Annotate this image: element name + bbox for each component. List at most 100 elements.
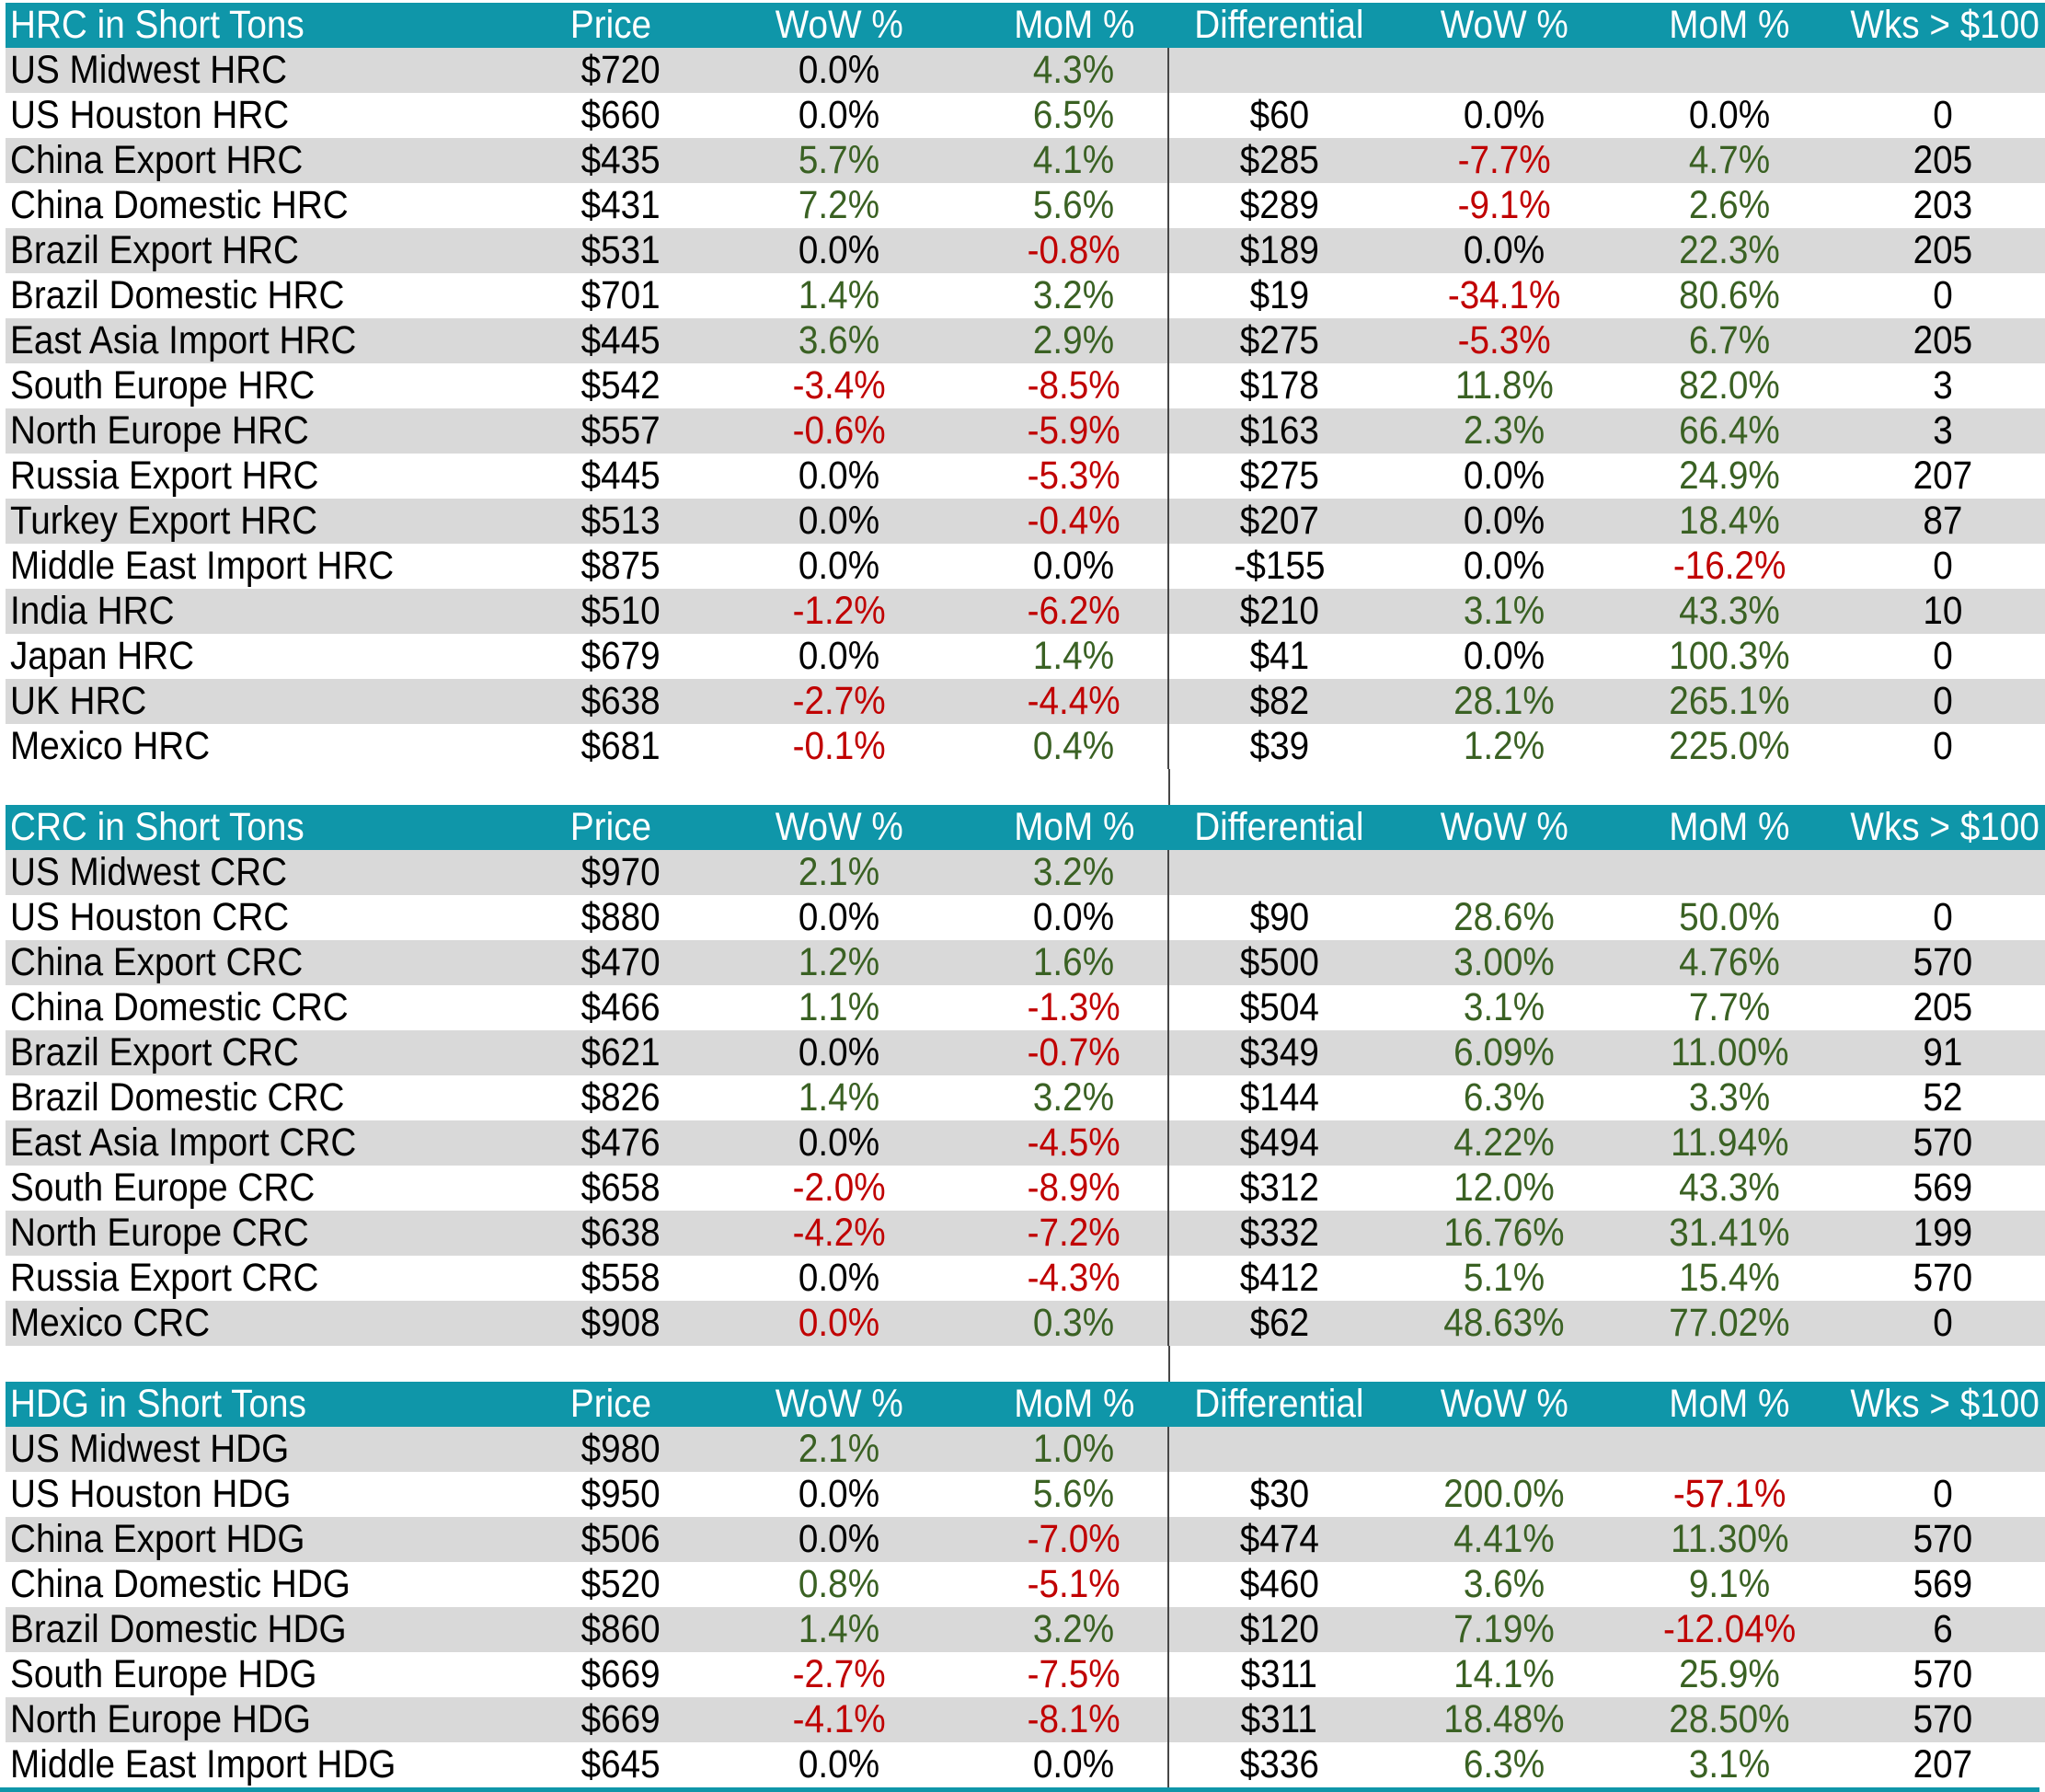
price-cell: $542 bbox=[580, 363, 661, 408]
col-header-price: Price bbox=[522, 3, 699, 48]
mom-cell: 3.2% bbox=[1032, 273, 1115, 317]
diff-mom-cell: 225.0% bbox=[1669, 724, 1790, 768]
wow-cell: 0.0% bbox=[798, 454, 880, 498]
table-row: UK HRC $638 -2.7% -4.4% $82 28.1% 265.1% 0 bbox=[6, 679, 2045, 724]
price-cell: $645 bbox=[580, 1742, 661, 1786]
price-cell: $557 bbox=[522, 408, 699, 454]
diff-wow-cell bbox=[1389, 48, 1619, 93]
diff-wow-cell: 6.3% bbox=[1463, 1742, 1545, 1786]
diff-mom-cell: -16.2% bbox=[1672, 544, 1787, 588]
row-label: China Domestic HRC bbox=[10, 183, 349, 227]
row-label: North Europe HDG bbox=[6, 1697, 522, 1742]
row-label: South Europe HDG bbox=[10, 1652, 317, 1696]
wow-cell: 1.4% bbox=[798, 273, 880, 317]
diff-mom-cell: 3.1% bbox=[1688, 1742, 1771, 1786]
col-header-diff-mom: MoM % bbox=[1619, 1382, 1840, 1427]
diff-mom-cell: 6.7% bbox=[1619, 318, 1840, 363]
differential-cell: $178 bbox=[1167, 363, 1389, 408]
col-header-price: Price bbox=[522, 805, 699, 850]
mom-cell: 0.3% bbox=[980, 1301, 1168, 1346]
table-row: Brazil Domestic HDG $860 1.4% 3.2% $120 7.19%… bbox=[6, 1607, 2045, 1652]
diff-wow-cell: 0.0% bbox=[1463, 544, 1545, 588]
mom-cell: -6.2% bbox=[980, 589, 1168, 634]
table-row: China Export CRC $470 1.2% 1.6% $500 3.00% 4.7… bbox=[6, 940, 2045, 985]
price-cell: $445 bbox=[580, 454, 661, 498]
hrc-header-row: HRC in Short Tons Price WoW % MoM % Diff… bbox=[6, 3, 2045, 48]
diff-mom-cell: 9.1% bbox=[1688, 1562, 1771, 1606]
table-row: South Europe HDG $669 -2.7% -7.5% $311 14.1% 2… bbox=[6, 1652, 2045, 1697]
row-label: North Europe CRC bbox=[6, 1211, 522, 1256]
wks-over-100-cell: 0 bbox=[1932, 544, 1953, 588]
price-cell: $980 bbox=[522, 1427, 699, 1472]
differential-cell: $30 bbox=[1167, 1472, 1389, 1517]
diff-mom-cell: 25.9% bbox=[1679, 1652, 1780, 1696]
table-row: China Domestic CRC $466 1.1% -1.3% $504 3.1% 7… bbox=[6, 985, 2045, 1030]
wow-cell: 3.6% bbox=[699, 318, 980, 363]
mom-cell: -8.1% bbox=[980, 1697, 1168, 1742]
price-cell: $520 bbox=[580, 1562, 661, 1606]
price-cell: $510 bbox=[522, 589, 699, 634]
differential-cell: $474 bbox=[1167, 1517, 1389, 1562]
wks-over-100-cell: 570 bbox=[1840, 1697, 2045, 1742]
table-row: US Midwest HRC $720 0.0% 4.3% bbox=[6, 48, 2045, 93]
row-label: Brazil Export HRC bbox=[6, 228, 522, 273]
row-label: US Midwest HRC bbox=[6, 48, 522, 93]
wow-cell: 1.2% bbox=[699, 940, 980, 985]
wow-cell: 0.0% bbox=[798, 634, 880, 678]
hrc-table-title: HRC in Short Tons bbox=[6, 3, 522, 48]
table-row: Japan HRC $679 0.0% 1.4% $41 0.0% 100.3% 0 bbox=[6, 634, 2045, 679]
wks-over-100-cell: 205 bbox=[1840, 228, 2045, 273]
mom-cell: -7.0% bbox=[980, 1517, 1168, 1562]
row-label: China Export HDG bbox=[6, 1517, 522, 1562]
diff-wow-cell: 3.1% bbox=[1389, 589, 1619, 634]
wks-over-100-cell: 207 bbox=[1913, 1742, 1972, 1786]
row-label: China Domestic HDG bbox=[10, 1562, 350, 1606]
price-cell: $681 bbox=[580, 724, 661, 768]
diff-mom-cell: 66.4% bbox=[1619, 408, 1840, 454]
diff-wow-cell: 1.2% bbox=[1463, 724, 1545, 768]
differential-cell: $504 bbox=[1167, 985, 1389, 1030]
mom-cell: -4.5% bbox=[980, 1120, 1168, 1166]
mom-cell: -1.3% bbox=[1027, 985, 1120, 1029]
diff-mom-cell: 43.3% bbox=[1619, 589, 1840, 634]
price-cell: $875 bbox=[580, 544, 661, 588]
diff-wow-cell: 16.76% bbox=[1389, 1211, 1619, 1256]
wks-over-100-cell: 570 bbox=[1840, 1517, 2045, 1562]
diff-wow-cell: 3.1% bbox=[1463, 985, 1545, 1029]
table-row: US Houston CRC $880 0.0% 0.0% $90 28.6% 50.0% 0 bbox=[6, 895, 2045, 940]
wks-over-100-cell: 91 bbox=[1840, 1030, 2045, 1075]
mom-cell: -4.3% bbox=[1027, 1256, 1120, 1300]
differential-cell: $207 bbox=[1167, 499, 1389, 544]
table-row: Brazil Export CRC $621 0.0% -0.7% $349 6.09% 1… bbox=[6, 1030, 2045, 1075]
row-label: Mexico HRC bbox=[10, 724, 211, 768]
diff-mom-cell: 18.4% bbox=[1619, 499, 1840, 544]
row-label: Brazil Domestic HRC bbox=[10, 273, 345, 317]
wow-cell: 0.0% bbox=[699, 228, 980, 273]
differential-cell: $41 bbox=[1167, 634, 1389, 679]
row-label: East Asia Import HRC bbox=[6, 318, 522, 363]
price-cell: $970 bbox=[522, 850, 699, 895]
hrc-table: HRC in Short Tons Price WoW % MoM % Diff… bbox=[6, 3, 2045, 769]
wow-cell: -2.7% bbox=[792, 1652, 887, 1696]
mom-cell: 6.5% bbox=[1032, 93, 1115, 137]
row-label: Turkey Export HRC bbox=[6, 499, 522, 544]
diff-mom-cell: -12.04% bbox=[1619, 1607, 1840, 1652]
price-cell: $826 bbox=[580, 1075, 661, 1120]
wks-over-100-cell: 0 bbox=[1840, 1301, 2045, 1346]
diff-wow-cell: 48.63% bbox=[1389, 1301, 1619, 1346]
mom-cell: 0.0% bbox=[1032, 895, 1115, 939]
row-label: Brazil Domestic HDG bbox=[6, 1607, 522, 1652]
table-row: China Domestic HRC $431 7.2% 5.6% $289 -9.1% 2… bbox=[6, 183, 2045, 228]
crc-table: CRC in Short Tons Price WoW % MoM % Diff… bbox=[6, 805, 2045, 1346]
mom-cell: 2.9% bbox=[980, 318, 1168, 363]
diff-mom-cell bbox=[1619, 1427, 1840, 1472]
col-header-diff-wow: WoW % bbox=[1389, 805, 1619, 850]
price-cell: $908 bbox=[522, 1301, 699, 1346]
wks-over-100-cell bbox=[1840, 48, 2045, 93]
wks-over-100-cell: 0 bbox=[1932, 1472, 1953, 1516]
diff-wow-cell: 2.3% bbox=[1389, 408, 1619, 454]
wow-cell: 2.1% bbox=[699, 850, 980, 895]
table-gap bbox=[6, 769, 2045, 805]
row-label: North Europe HRC bbox=[6, 408, 522, 454]
